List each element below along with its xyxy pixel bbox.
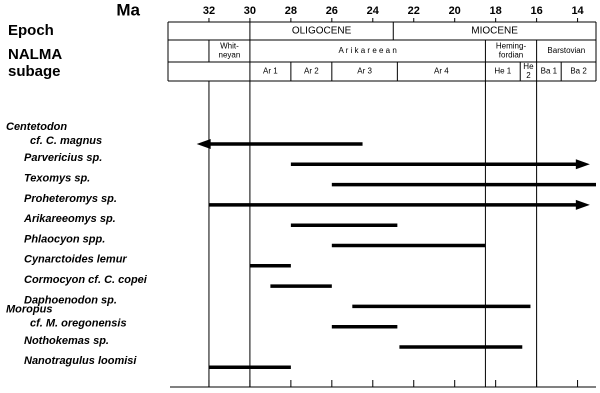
arrow-head [196,139,211,149]
interval-name: MIOCENE [471,26,518,37]
x-tick-label: 14 [571,5,584,17]
row-label: NALMA [8,46,62,63]
taxon-label: Proheteromys sp. [24,193,117,205]
taxon-label: Cynarctoides lemur [24,254,127,266]
taxon-label: Arikareeomys sp. [23,213,116,225]
x-tick-label: 32 [203,5,215,17]
interval-name: Ar 2 [304,67,319,76]
taxon-label: Nothokemas sp. [24,335,109,347]
interval-name: Barstovian [547,46,585,55]
interval-name: Ba 2 [570,67,587,76]
taxon-label: cf. M. oregonensis [30,318,127,330]
interval-name: Ar 4 [434,67,449,76]
taxon-label: Phlaocyon spp. [24,233,105,245]
taxon-label: cf. C. magnus [30,135,102,147]
taxon-label: Cormocyon cf. C. copei [24,274,148,286]
x-tick-label: 16 [530,5,542,17]
arrow-head [575,199,590,210]
x-tick-label: 30 [244,5,256,17]
interval-name: fordian [499,51,523,60]
x-tick-label: 18 [490,5,502,17]
interval-name: 2 [526,71,531,80]
taxon-label: Texomys sp. [24,173,90,185]
interval-name: He 1 [494,67,511,76]
interval-name: Whit- [220,42,239,51]
interval-name: Ba 1 [541,67,558,76]
arrow-head [575,159,590,170]
interval-name: Heming- [496,42,527,51]
row-label: Epoch [8,22,54,39]
x-tick-label: 22 [408,5,420,17]
interval-name: neyan [219,51,241,60]
interval-name: OLIGOCENE [292,26,352,37]
taxon-label: Parvericius sp. [24,152,102,164]
x-tick-label: 26 [326,5,338,17]
interval-name: Ar 1 [263,67,278,76]
row-label: subage [8,63,61,80]
interval-name: Ar 3 [357,67,372,76]
axis-label: Ma [116,0,140,19]
taxon-label: Moropus [6,304,52,316]
interval-name: He [523,62,534,71]
taxon-label: Nanotragulus loomisi [24,355,137,367]
x-tick-label: 20 [449,5,461,17]
x-tick-label: 28 [285,5,297,17]
taxon-label: Daphoenodon sp. [24,294,117,306]
interval-name: A r i k a r e e a n [339,46,397,55]
x-tick-label: 24 [367,5,380,17]
taxon-label: Centetodon [6,121,67,133]
